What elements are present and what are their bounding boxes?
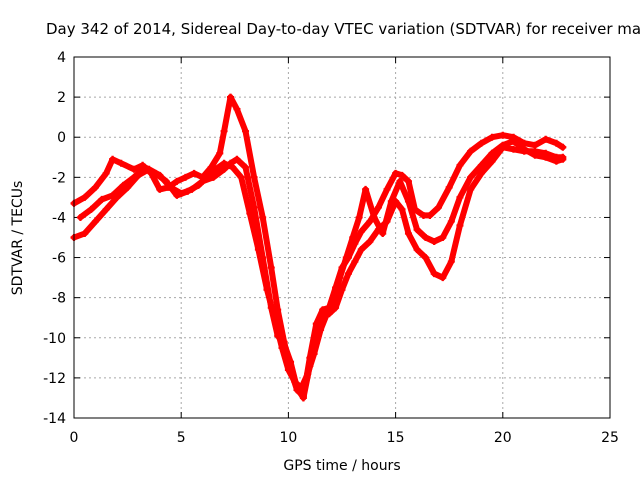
grid bbox=[74, 57, 610, 418]
x-axis-ticks: 0 5 10 15 20 25 bbox=[70, 57, 619, 446]
y-tick-label: 4 bbox=[57, 50, 66, 66]
series-trace bbox=[71, 144, 566, 401]
y-axis-label: SDTVAR / TECUs bbox=[10, 181, 26, 296]
y-tick-label: -4 bbox=[52, 210, 66, 226]
series-trace bbox=[77, 138, 566, 391]
x-tick-label: 25 bbox=[601, 430, 619, 446]
x-axis-label: GPS time / hours bbox=[283, 458, 400, 474]
data-points bbox=[70, 93, 567, 402]
y-tick-label: 2 bbox=[57, 90, 66, 106]
x-tick-label: 15 bbox=[387, 430, 405, 446]
plot-frame bbox=[73, 56, 611, 419]
x-tick-label: 10 bbox=[279, 430, 297, 446]
x-tick-label: 5 bbox=[177, 430, 186, 446]
y-tick-label: 0 bbox=[57, 130, 66, 146]
series-trace bbox=[71, 94, 566, 399]
chart-title: Day 342 of 2014, Sidereal Day-to-day VTE… bbox=[46, 20, 640, 38]
y-axis-ticks: -14 -12 -10 -8 -6 -4 -2 0 2 4 bbox=[43, 50, 610, 427]
y-tick-label: -14 bbox=[43, 411, 66, 427]
x-tick-label: 0 bbox=[70, 430, 79, 446]
y-tick-label: -10 bbox=[43, 331, 66, 347]
y-tick-label: -12 bbox=[43, 371, 66, 387]
y-tick-label: -8 bbox=[52, 291, 66, 307]
y-tick-label: -6 bbox=[52, 251, 66, 267]
y-tick-label: -2 bbox=[52, 170, 66, 186]
x-tick-label: 20 bbox=[494, 430, 512, 446]
